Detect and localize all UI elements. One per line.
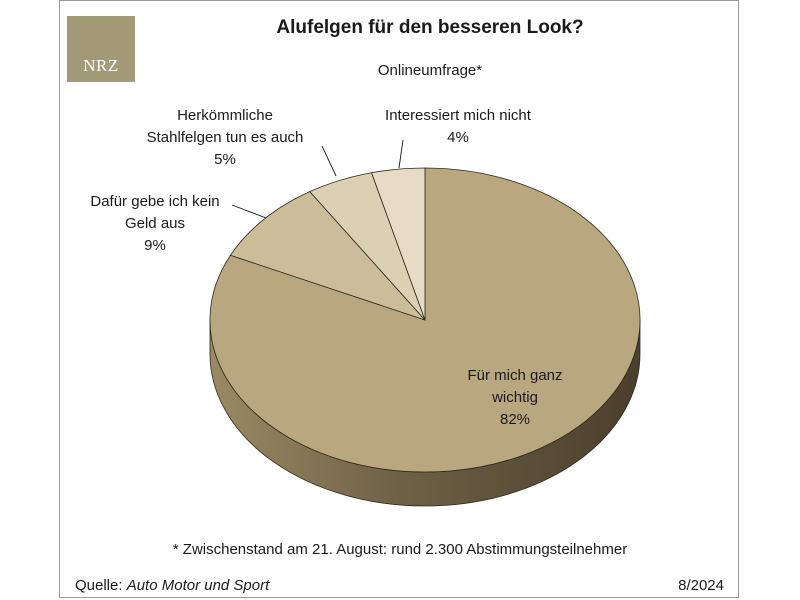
slice-label-3: Stahlfelgen tun es auch	[147, 129, 304, 146]
date-label: 8/2024	[678, 577, 724, 594]
leader-line-4	[398, 139, 404, 169]
footnote: * Zwischenstand am 21. August: rund 2.30…	[172, 541, 628, 558]
slice-value-label-1: 82%	[500, 411, 530, 428]
slice-value-label-4: 4%	[447, 129, 469, 146]
slice-label-1: wichtig	[491, 389, 538, 406]
slice-value-label-3: 5%	[214, 151, 236, 168]
logo-text: NRZ	[83, 56, 119, 75]
chart-subtitle: Onlineumfrage*	[377, 62, 483, 79]
slice-label-2: Geld aus	[125, 215, 185, 232]
chart-title: Alufelgen für den besseren Look?	[276, 17, 584, 38]
slice-label-2: Dafür gebe ich kein	[90, 193, 219, 210]
slice-label-4: Interessiert mich nicht	[385, 107, 532, 124]
pie-slice-1	[209, 167, 641, 473]
newspaper-logo: NRZ	[67, 16, 135, 82]
source-line: Quelle: Auto Motor und Sport	[75, 577, 269, 594]
pie-slice-4	[370, 167, 426, 321]
source-name: Auto Motor und Sport	[126, 577, 270, 594]
source-prefix: Quelle:	[75, 577, 127, 594]
leader-line-3	[321, 145, 337, 177]
slice-label-3: Herkömmliche	[177, 107, 273, 124]
slice-label-1: Für mich ganz	[467, 367, 562, 384]
leader-line-2	[231, 204, 267, 219]
slice-value-label-2: 9%	[144, 237, 166, 254]
pie-slice-2	[229, 191, 427, 321]
